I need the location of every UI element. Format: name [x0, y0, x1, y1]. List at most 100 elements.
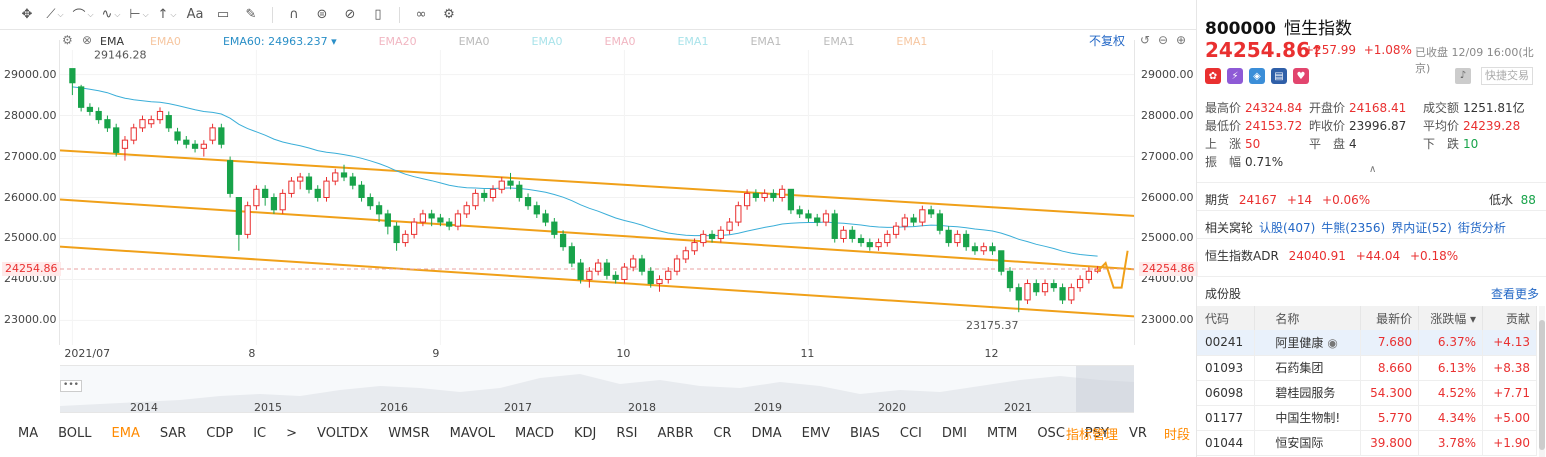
- table-row[interactable]: 01177 中国生物制! 5.770 4.34% +5.00: [1197, 405, 1537, 431]
- scrollbar[interactable]: [1539, 306, 1545, 457]
- indicator-tab-kdj[interactable]: KDJ: [574, 425, 597, 441]
- ema-legend-item[interactable]: EMA1: [750, 34, 782, 48]
- indicator-tab-dma[interactable]: DMA: [751, 425, 782, 441]
- indicator-tab-cr[interactable]: CR: [713, 425, 732, 441]
- heart-icon[interactable]: ♥: [1293, 68, 1309, 84]
- candlestick-svg[interactable]: 29146.28 23175.37: [60, 50, 1134, 345]
- settings-icon[interactable]: ⚙: [443, 7, 455, 22]
- overview-handle[interactable]: •••: [60, 380, 82, 392]
- indicator-tab-mavol[interactable]: MAVOL: [449, 425, 496, 441]
- ema-legend-item[interactable]: EMA60: 24963.237 ▾: [222, 34, 337, 48]
- indicator-manage-link[interactable]: 指标管理: [1066, 427, 1119, 443]
- chevron-down-icon[interactable]: ⌵: [87, 9, 94, 19]
- pen-icon[interactable]: ✎: [245, 7, 257, 22]
- candle-body: [630, 258, 637, 268]
- table-row[interactable]: 06098 碧桂园服务 54.300 4.52% +7.71: [1197, 380, 1537, 406]
- chevron-down-icon[interactable]: ⌵: [142, 9, 149, 19]
- hide-icon[interactable]: ⊘: [344, 7, 356, 22]
- ema-legend-item[interactable]: EMA1: [823, 34, 855, 48]
- trash-icon[interactable]: ▯: [374, 7, 382, 22]
- futures-row[interactable]: 期货 24167 +14 +0.06% 低水 88: [1197, 182, 1546, 210]
- column-header[interactable]: 最新价: [1360, 306, 1420, 330]
- text-icon[interactable]: Aa: [186, 7, 204, 22]
- warrant-link[interactable]: 牛熊(2356): [1321, 221, 1386, 235]
- indicator-tab-boll[interactable]: BOLL: [58, 425, 92, 441]
- table-row[interactable]: 01044 恒安国际 39.800 3.78% +1.90: [1197, 430, 1537, 456]
- indicator-tab-rsi[interactable]: RSI: [616, 425, 638, 441]
- lightning-icon[interactable]: ⚡: [1227, 68, 1243, 84]
- candlestick-plot[interactable]: 29146.28 23175.37: [60, 50, 1134, 345]
- link-icon[interactable]: ∞: [415, 7, 427, 22]
- indicator-tab-arbr[interactable]: ARBR: [657, 425, 694, 441]
- chevron-down-icon[interactable]: ⌵: [114, 9, 121, 19]
- undo-icon[interactable]: ↺: [1140, 33, 1151, 47]
- crosshair-icon[interactable]: ✥: [21, 7, 33, 22]
- comment-icon[interactable]: ▭: [216, 7, 230, 22]
- view-more-link[interactable]: 查看更多: [1491, 287, 1540, 301]
- indicator-tab-vr[interactable]: VR: [1128, 425, 1147, 441]
- candle-body: [69, 68, 76, 84]
- overview-window[interactable]: [1076, 366, 1134, 412]
- minus-icon[interactable]: ⊖: [1158, 33, 1169, 47]
- trend-line-icon[interactable]: ⟋ ⌵: [46, 7, 64, 22]
- indicator-tab-dmi[interactable]: DMI: [941, 425, 967, 441]
- indicator-tab-voltdx[interactable]: VOLTDX: [317, 425, 369, 441]
- eye-icon[interactable]: ◉: [1327, 335, 1338, 350]
- column-header[interactable]: 贡献: [1482, 306, 1537, 330]
- column-header[interactable]: 涨跌幅 ▾: [1418, 306, 1484, 330]
- hk-flag-icon: ✿: [1205, 68, 1221, 84]
- indicator-tab-cci[interactable]: CCI: [899, 425, 922, 441]
- magnet-icon[interactable]: ∩: [289, 7, 299, 22]
- candle-body: [481, 192, 488, 198]
- ema-legend-item[interactable]: EMA0: [458, 34, 490, 48]
- indicator-tab-bias[interactable]: BIAS: [849, 425, 880, 441]
- indicator-tab-osc[interactable]: OSC: [1037, 425, 1065, 441]
- lock-icon[interactable]: ⊜: [316, 7, 328, 22]
- indicator-tab-cdp[interactable]: CDP: [206, 425, 234, 441]
- period-link[interactable]: 时段: [1164, 427, 1191, 443]
- settings-icon[interactable]: ⚙: [62, 33, 73, 47]
- close-icon[interactable]: ⊗: [82, 33, 93, 47]
- ray-icon[interactable]: ⌒ ⌵: [72, 9, 94, 24]
- indicator-tab-ema[interactable]: EMA: [111, 425, 140, 441]
- chevron-down-icon[interactable]: ⌵: [57, 9, 64, 19]
- table-row[interactable]: 00241 阿里健康 ◉ 7.680 6.37% +4.13: [1197, 330, 1537, 356]
- indicator-tab-wmsr[interactable]: WMSR: [388, 425, 430, 441]
- chart-area: ✥ ⟋ ⌵ ⌒ ⌵ ∿ ⌵ ⊢ ⌵ ↑ ⌵ Aa ▭ ✎ ∩ ⊜ ⊘ ▯ ∞ ⚙ ⚙ ⊗ EMA EMA0 EMA60:…: [0, 6, 1198, 443]
- adjust-toggle[interactable]: 不复权: [1089, 34, 1126, 48]
- bell-icon[interactable]: ♪: [1455, 68, 1471, 84]
- measure-icon[interactable]: ⊢ ⌵: [129, 7, 149, 22]
- indicator-tab-more[interactable]: >: [286, 425, 298, 441]
- warrant-link[interactable]: 街货分析: [1457, 221, 1506, 235]
- arrow-up-icon[interactable]: ↑ ⌵: [157, 7, 177, 22]
- indicator-tab-macd[interactable]: MACD: [515, 425, 555, 441]
- ema-legend-item[interactable]: EMA0: [531, 34, 563, 48]
- ema-legend-item[interactable]: EMA0: [604, 34, 636, 48]
- indicator-tab-sar[interactable]: SAR: [159, 425, 187, 441]
- indicator-tab-mtm[interactable]: MTM: [986, 425, 1018, 441]
- adr-row[interactable]: 恒生指数ADR 24040.91 +44.04 +0.18%: [1197, 238, 1546, 268]
- plus-icon[interactable]: ⊕: [1176, 33, 1187, 47]
- quick-trade-button[interactable]: 快捷交易: [1481, 67, 1533, 85]
- indicator-tab-ma[interactable]: MA: [18, 425, 39, 441]
- candle-body: [673, 258, 681, 272]
- wave-icon[interactable]: ∿ ⌵: [101, 7, 121, 22]
- tag-icon[interactable]: ◈: [1249, 68, 1265, 84]
- chevron-down-icon[interactable]: ⌵: [170, 9, 177, 19]
- indicator-tab-emv[interactable]: EMV: [801, 425, 830, 441]
- column-header[interactable]: 代码: [1197, 306, 1256, 330]
- document-icon[interactable]: ▤: [1271, 68, 1287, 84]
- ema-legend-item[interactable]: EMA1: [896, 34, 928, 48]
- candle-body: [156, 110, 164, 121]
- ema-legend-item[interactable]: EMA20: [378, 34, 417, 48]
- ema-legend-item[interactable]: EMA1: [677, 34, 709, 48]
- chevron-up-icon[interactable]: ∧: [1369, 164, 1377, 175]
- indicator-tab-psy[interactable]: PSY: [1084, 425, 1109, 441]
- warrant-link[interactable]: 认股(407): [1259, 221, 1316, 235]
- ema-legend-item[interactable]: EMA0: [149, 34, 181, 48]
- indicator-tab-ic[interactable]: IC: [253, 425, 267, 441]
- warrant-link[interactable]: 界内证(52): [1391, 221, 1452, 235]
- column-header[interactable]: 名称: [1254, 306, 1362, 330]
- table-row[interactable]: 01093 石药集团 8.660 6.13% +8.38: [1197, 355, 1537, 381]
- range-overview[interactable]: ••• 2014 2015 2016 2017 2018 2019 2020 2021: [60, 365, 1134, 414]
